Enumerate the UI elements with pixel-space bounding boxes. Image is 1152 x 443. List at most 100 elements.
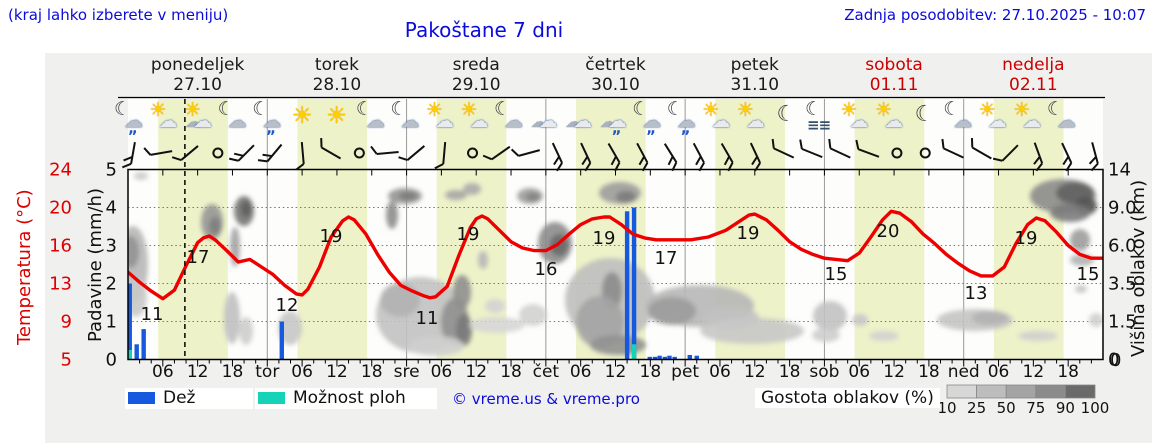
cloud-density-swatch <box>1035 384 1066 399</box>
day-date: 01.11 <box>869 75 919 95</box>
x-tick-label: 12 <box>187 362 209 382</box>
x-tick-label: sob <box>809 362 839 382</box>
temp-tick-label: 13 <box>49 274 72 295</box>
temperature-label: 17 <box>187 247 210 268</box>
cloud-height-tick-label: 3.5 <box>1108 274 1137 295</box>
x-tick-label: 12 <box>465 362 487 382</box>
rain-bar <box>662 356 668 360</box>
day-date: 29.10 <box>451 75 501 95</box>
rain-bar <box>647 356 652 360</box>
wind-barb-icon <box>720 142 734 172</box>
x-tick-label: 06 <box>152 362 174 382</box>
credit-link[interactable]: © vreme.us & vreme.pro <box>452 390 640 408</box>
cloud-density-swatch <box>1065 384 1096 399</box>
cloud-height-tick-label: 14 <box>1108 160 1131 181</box>
cloud-blob <box>408 336 464 356</box>
wind-barb-icon <box>970 138 992 160</box>
day-header-sobota: sobota 01.11 <box>819 55 969 95</box>
cloud-density-legend-label: Gostota oblakov (%) <box>755 388 940 408</box>
x-tick-label: 18 <box>222 362 244 382</box>
cloud-blob <box>526 193 540 201</box>
cloud-blob <box>1089 313 1103 327</box>
cloud-density-tick-label: 75 <box>1026 399 1045 417</box>
cloud-height-tick-label: 1.5 <box>1108 312 1137 333</box>
cloud-blob <box>128 277 147 317</box>
moon-cloud-rain-icon: ☾ ☁ „ <box>666 98 696 137</box>
calm-wind-icon <box>919 147 931 159</box>
x-tick-label: sre <box>394 362 420 382</box>
wind-barb-icon <box>692 142 705 172</box>
x-tick-label: 06 <box>431 362 453 382</box>
sun-cloud-icon: ☀ ☁ <box>840 99 869 132</box>
calm-wind-icon <box>212 147 224 159</box>
x-tick-label: 06 <box>291 362 313 382</box>
cloud-blob <box>576 296 624 348</box>
shower-bar <box>128 350 132 360</box>
temperature-curve <box>128 209 1103 301</box>
day-name: ponedeljek <box>150 55 245 75</box>
cloud-blob <box>278 311 302 345</box>
moon-cloud-rain-icon: ☾ ☁ „ <box>114 98 143 137</box>
cloud-blob <box>1075 285 1087 293</box>
cloud-blob <box>224 292 240 344</box>
precip-tick-label: 4 <box>106 198 117 219</box>
cloud-blob <box>852 314 868 326</box>
wind-barb-icon <box>121 141 136 169</box>
temperature-label: 17 <box>655 248 678 269</box>
x-tick-label: 12 <box>744 362 766 382</box>
wind-barb-icon <box>1088 142 1099 172</box>
wind-barb-icon <box>992 144 1019 162</box>
wind-barb-icon <box>663 143 678 172</box>
cloud-blob <box>1018 331 1058 341</box>
x-tick-label: 12 <box>883 362 905 382</box>
x-tick-label: 06 <box>709 362 731 382</box>
day-date: 02.11 <box>1009 75 1058 95</box>
day-header-sreda: sreda 29.10 <box>401 55 551 95</box>
cloud-density-tick-label: 50 <box>997 399 1016 417</box>
clouds-icon: ☁ ☁ <box>530 110 558 132</box>
wind-barb-icon <box>295 141 305 171</box>
temp-tick-label: 9 <box>61 312 72 333</box>
x-tick-label: 12 <box>326 362 348 382</box>
cloud-density-swatch <box>976 384 1007 399</box>
rain-bar <box>141 329 146 360</box>
wind-barb-icon <box>771 138 795 159</box>
x-tick-label: 12 <box>605 362 627 382</box>
day-name: sreda <box>452 55 500 75</box>
moon-cloud-icon: ☾ ☁ <box>390 98 420 132</box>
temperature-label: 19 <box>457 224 480 245</box>
moon-cloud-rain-icon: ☾ ☁ „ <box>632 98 662 137</box>
rain-bar <box>631 207 637 360</box>
day-header-četrtek: četrtek 30.10 <box>541 55 691 95</box>
x-tick-label: 18 <box>500 362 522 382</box>
cloud-blob <box>590 335 646 355</box>
wind-barb-icon <box>434 141 447 170</box>
cloud-blob <box>1050 204 1090 222</box>
cloud-height-tick-label: 6.0 <box>1108 236 1137 257</box>
cloud-height-tick-label: 9.0 <box>1108 198 1137 219</box>
rain-legend-swatch <box>128 392 155 404</box>
wind-barb-icon <box>1033 142 1044 172</box>
cloud-blob <box>380 283 420 317</box>
showers-legend-label: Možnost ploh <box>287 388 412 408</box>
cloud-blob <box>469 317 525 333</box>
wind-barb-icon <box>510 148 541 157</box>
x-tick-label: 18 <box>640 362 662 382</box>
cloud-height-tick-label: 0 <box>1108 350 1119 371</box>
day-header-nedelja: nedelja 02.11 <box>958 55 1108 95</box>
x-tick-label: čet <box>533 362 560 382</box>
cloud-blob <box>648 297 696 325</box>
cloud-blob <box>399 192 417 200</box>
rain-bar <box>667 355 672 360</box>
x-tick-label: 18 <box>361 362 383 382</box>
temperature-label: 19 <box>593 228 616 249</box>
x-tick-label: 06 <box>848 362 870 382</box>
precip-tick-label: 3 <box>106 236 117 257</box>
day-name: četrtek <box>585 55 646 75</box>
day-name: sobota <box>865 55 923 75</box>
wind-barb-icon <box>482 145 511 161</box>
cloud-blob <box>456 314 472 346</box>
cloud-blob <box>209 217 221 235</box>
moon-icon: ☾ <box>776 102 797 127</box>
cloud-density-tick-label: 25 <box>967 399 986 417</box>
